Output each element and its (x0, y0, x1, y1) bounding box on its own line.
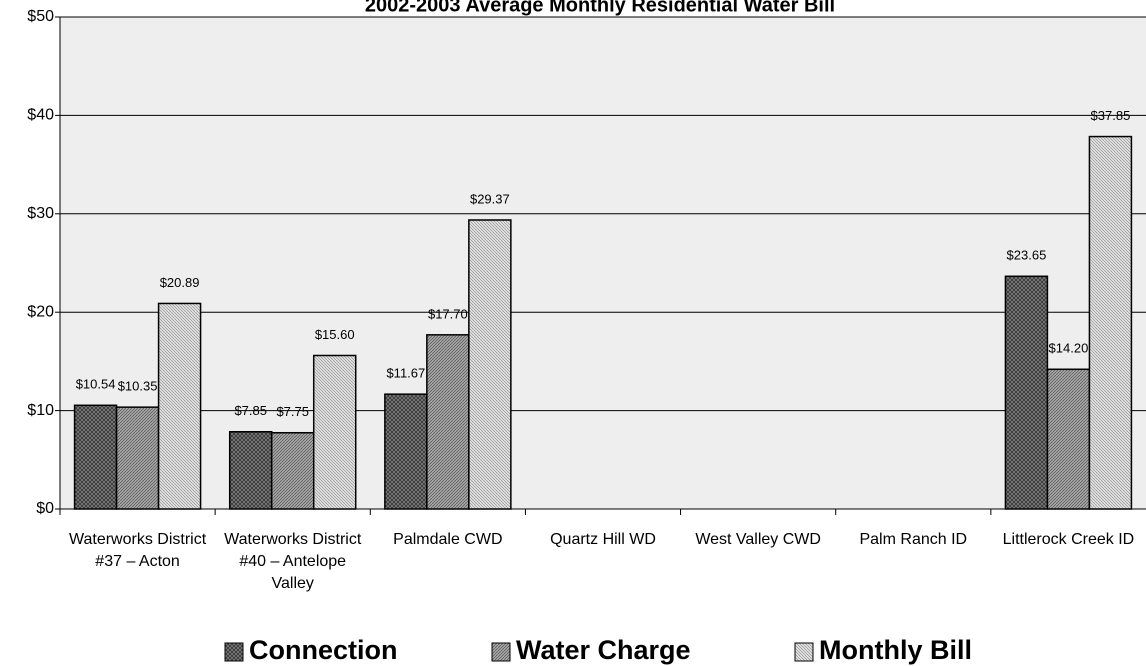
legend-swatch (491, 642, 511, 662)
y-tick-label: $10 (27, 402, 54, 419)
x-tick-label: Palmdale CWD (393, 531, 503, 548)
x-tick-label: Waterworks District #37 – Acton (68, 531, 207, 570)
data-label: $29.37 (470, 191, 510, 206)
data-label: $7.75 (276, 404, 309, 419)
legend-label: Connection (249, 635, 398, 665)
bar (426, 334, 470, 510)
bar (157, 302, 202, 510)
data-label: $20.89 (160, 275, 200, 290)
bar (270, 431, 315, 510)
x-tick-label: Littlerock Creek ID (1002, 531, 1135, 548)
bar (73, 404, 118, 510)
data-label: $23.65 (1007, 248, 1047, 263)
bar (468, 219, 512, 510)
y-tick-label: $0 (36, 500, 54, 517)
x-tick-label: West Valley CWD (695, 531, 821, 548)
bar (1088, 135, 1133, 510)
x-tick-label: Palm Ranch ID (859, 531, 968, 548)
x-tick-label: Waterworks District #40 – Antelope Valle… (224, 531, 362, 592)
bar (1046, 368, 1091, 510)
bar (384, 393, 428, 510)
y-tick-label: $50 (27, 8, 54, 25)
legend-swatch (224, 642, 244, 662)
data-label: $7.85 (234, 403, 267, 418)
bar (312, 354, 357, 510)
y-tick-label: $20 (27, 303, 54, 320)
data-label: $17.70 (428, 306, 468, 321)
bar (1004, 275, 1049, 510)
y-tick-label: $40 (27, 107, 54, 124)
legend-label: Water Charge (516, 635, 691, 665)
legend-label: Monthly Bill (819, 635, 972, 665)
bar (115, 406, 160, 510)
data-label: $14.20 (1049, 341, 1089, 356)
chart-title: 2002-2003 Average Monthly Residential Wa… (365, 0, 835, 16)
y-tick-label: $30 (27, 205, 54, 222)
data-label: $10.35 (118, 379, 158, 394)
legend-swatch (794, 642, 814, 662)
x-tick-label: Quartz Hill WD (550, 531, 656, 548)
data-label: $15.60 (315, 327, 355, 342)
plot-area (60, 17, 1146, 509)
data-label: $37.85 (1091, 108, 1131, 123)
data-label: $11.67 (386, 366, 425, 381)
bar (228, 431, 273, 510)
data-label: $10.54 (76, 377, 116, 392)
